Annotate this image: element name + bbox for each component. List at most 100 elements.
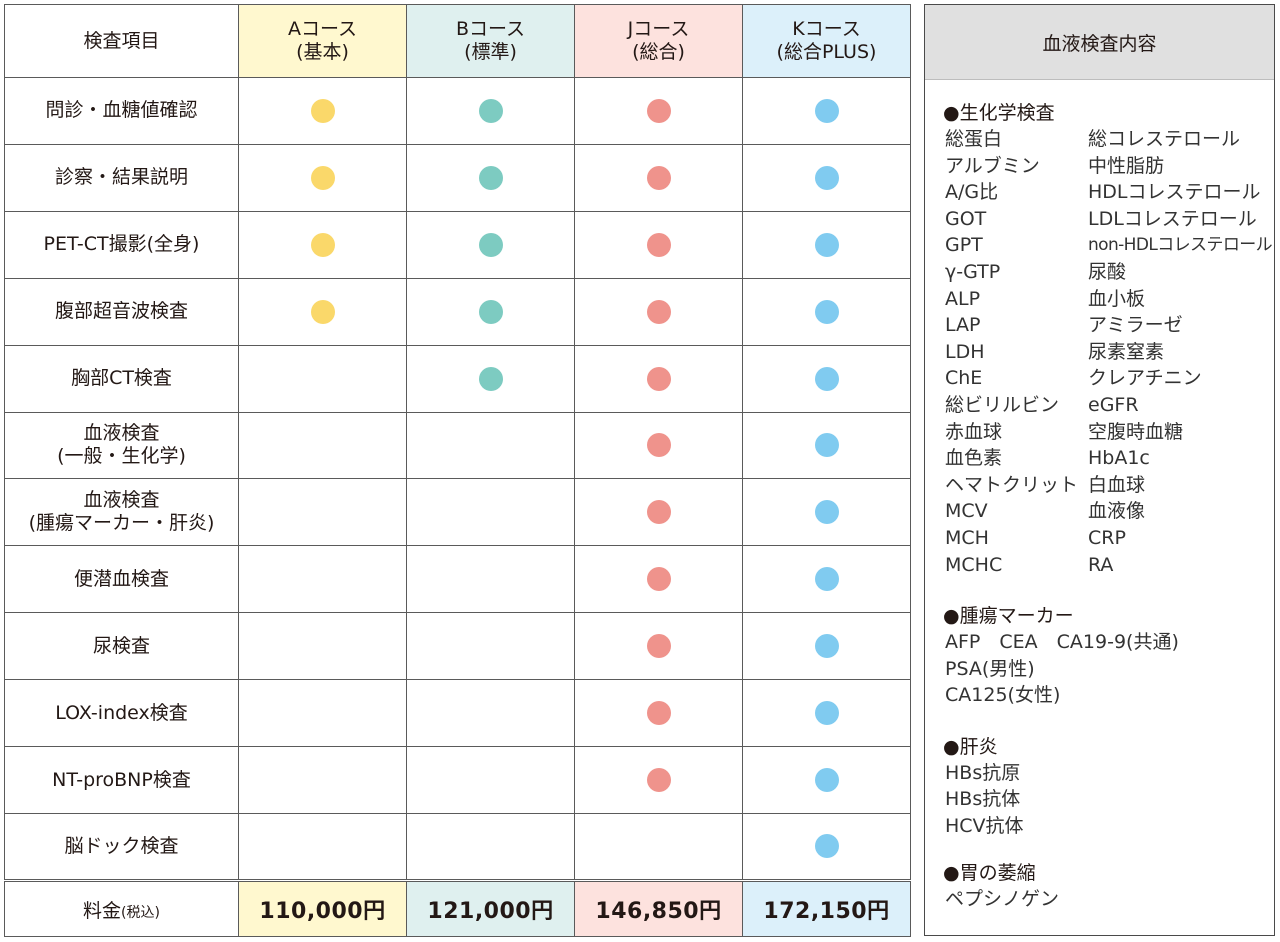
course-a-cell [238, 746, 407, 814]
included-dot-icon [310, 165, 335, 190]
fee-label: 料金 [83, 899, 122, 922]
course-b-cell [406, 210, 575, 279]
test-item: ペプシノゲン [945, 887, 1060, 910]
exam-item-cell: PET-CT撮影(全身) [4, 210, 239, 279]
test-item: GOT [945, 207, 987, 230]
blood-panel-title: 血液検査内容 [925, 5, 1274, 80]
course-b-header: Bコース (標準) [406, 4, 575, 78]
biochem-list: 総蛋白 アルブミン A/G比 GOT GPT γ-GTP ALP LAP LDH ChE 総ビリルビ… [945, 126, 1274, 578]
course-k-cell [742, 77, 911, 145]
test-item: LDLコレステロール [1088, 207, 1257, 230]
price-k: 172,150 [763, 899, 868, 924]
exam-item-label: 尿検査 [92, 634, 150, 657]
biochem-right-column: 総コレステロール 中性脂肪 HDLコレステロール LDLコレステロール non-HDLコ… [1088, 126, 1273, 578]
course-k-cell [742, 679, 911, 748]
price-j: 146,850 [595, 899, 700, 924]
test-item: MCV [945, 500, 988, 523]
test-item: 赤血球 [945, 420, 1003, 443]
included-dot-icon [814, 98, 839, 123]
included-dot-icon [814, 500, 839, 525]
test-item: MCH [945, 526, 989, 549]
test-item: 総コレステロール [1088, 128, 1241, 150]
course-j-cell [574, 143, 743, 212]
included-dot-icon [646, 232, 671, 257]
blood-test-panel: 血液検査内容 ●生化学検査 総蛋白 アルブミン A/G比 GOT GPT γ-GTP ALP… [924, 4, 1275, 936]
test-item: 血色素 [945, 447, 1003, 470]
fee-label-cell: 料金(税込) [4, 879, 239, 937]
course-sub: (基本) [296, 41, 349, 63]
included-dot-icon [646, 165, 671, 190]
test-item: ChE [945, 367, 983, 390]
included-dot-icon [814, 634, 839, 659]
included-dot-icon [646, 433, 671, 458]
course-k-cell [742, 344, 911, 413]
exam-item-label: 脳ドック検査 [64, 834, 179, 857]
test-item: HbA1c [1088, 447, 1150, 470]
exam-item-label: NT-proBNP検査 [52, 768, 191, 791]
course-j-cell [574, 411, 743, 480]
course-k-cell [742, 545, 911, 614]
fee-tax-note: (税込) [121, 904, 160, 921]
included-dot-icon [814, 701, 839, 726]
course-a-cell [238, 812, 407, 882]
course-b-cell [406, 812, 575, 882]
exam-item-sublabel: (一般・生化学) [57, 445, 186, 468]
test-item: γ-GTP [945, 260, 1001, 283]
course-b-cell [406, 746, 575, 814]
test-item: アルブミン [945, 154, 1040, 177]
included-dot-icon [646, 634, 671, 659]
included-dot-icon [814, 232, 839, 257]
course-j-cell [574, 545, 743, 614]
table-header-row: 検査項目 Aコース (基本) Bコース (標準) Jコース (総合) Kコース … [4, 4, 911, 78]
course-name: Jコース [627, 18, 690, 40]
exam-item-cell: 尿検査 [4, 612, 239, 681]
table-row: 胸部CT検査 [4, 344, 911, 413]
course-j-cell [574, 277, 743, 346]
course-b-cell [406, 478, 575, 547]
included-dot-icon [310, 232, 335, 257]
table-row: 血液検査 (一般・生化学) [4, 411, 911, 480]
tumor-marker-list: AFP CEA CA19-9(共通) PSA(男性) CA125(女性) [945, 629, 1274, 709]
stomach-atrophy-list: ペプシノゲン [945, 886, 1274, 913]
test-item: non-HDLコレステロール [1088, 235, 1273, 256]
exam-item-cell: 便潜血検査 [4, 545, 239, 614]
included-dot-icon [814, 834, 839, 859]
table-row: 血液検査 (腫瘍マーカー・肝炎) [4, 478, 911, 547]
exam-item-cell: 問診・血糖値確認 [4, 77, 239, 145]
table-row: LOX-index検査 [4, 679, 911, 748]
test-item: 総ビリルビン [945, 393, 1060, 416]
test-item: LAP [945, 314, 981, 337]
table-body: 問診・血糖値確認 診察・結果説明 PET-CT撮影(全身) 腹部超音波検査 胸部CT検査… [4, 77, 911, 882]
included-dot-icon [478, 98, 503, 123]
item-column-header: 検査項目 [4, 4, 239, 78]
exam-item-cell: 診察・結果説明 [4, 143, 239, 212]
table-row: NT-proBNP検査 [4, 746, 911, 814]
course-name: Kコース [792, 18, 861, 40]
test-item: eGFR [1088, 393, 1139, 416]
course-sub: (標準) [464, 41, 517, 63]
included-dot-icon [814, 433, 839, 458]
course-j-cell [574, 478, 743, 547]
included-dot-icon [646, 299, 671, 324]
included-dot-icon [814, 366, 839, 391]
course-b-cell [406, 545, 575, 614]
included-dot-icon [814, 165, 839, 190]
included-dot-icon [478, 366, 503, 391]
course-k-cell [742, 612, 911, 681]
course-name: Aコース [287, 18, 358, 40]
included-dot-icon [478, 299, 503, 324]
course-a-cell [238, 679, 407, 748]
exam-item-label: 血液検査 [83, 489, 160, 512]
course-k-cell [742, 143, 911, 212]
test-item: 総蛋白 [945, 128, 1003, 150]
test-item: RA [1088, 553, 1114, 576]
exam-item-cell: NT-proBNP検査 [4, 746, 239, 814]
course-j-cell [574, 344, 743, 413]
included-dot-icon [646, 768, 671, 793]
test-item: CRP [1088, 526, 1126, 549]
table-row: 尿検査 [4, 612, 911, 681]
test-item: AFP CEA CA19-9(共通) [945, 631, 1179, 654]
course-k-header: Kコース (総合PLUS) [742, 4, 911, 78]
course-sub: (総合) [632, 41, 685, 63]
hepatitis-list: HBs抗原 HBs抗体 HCV抗体 [945, 760, 1274, 840]
